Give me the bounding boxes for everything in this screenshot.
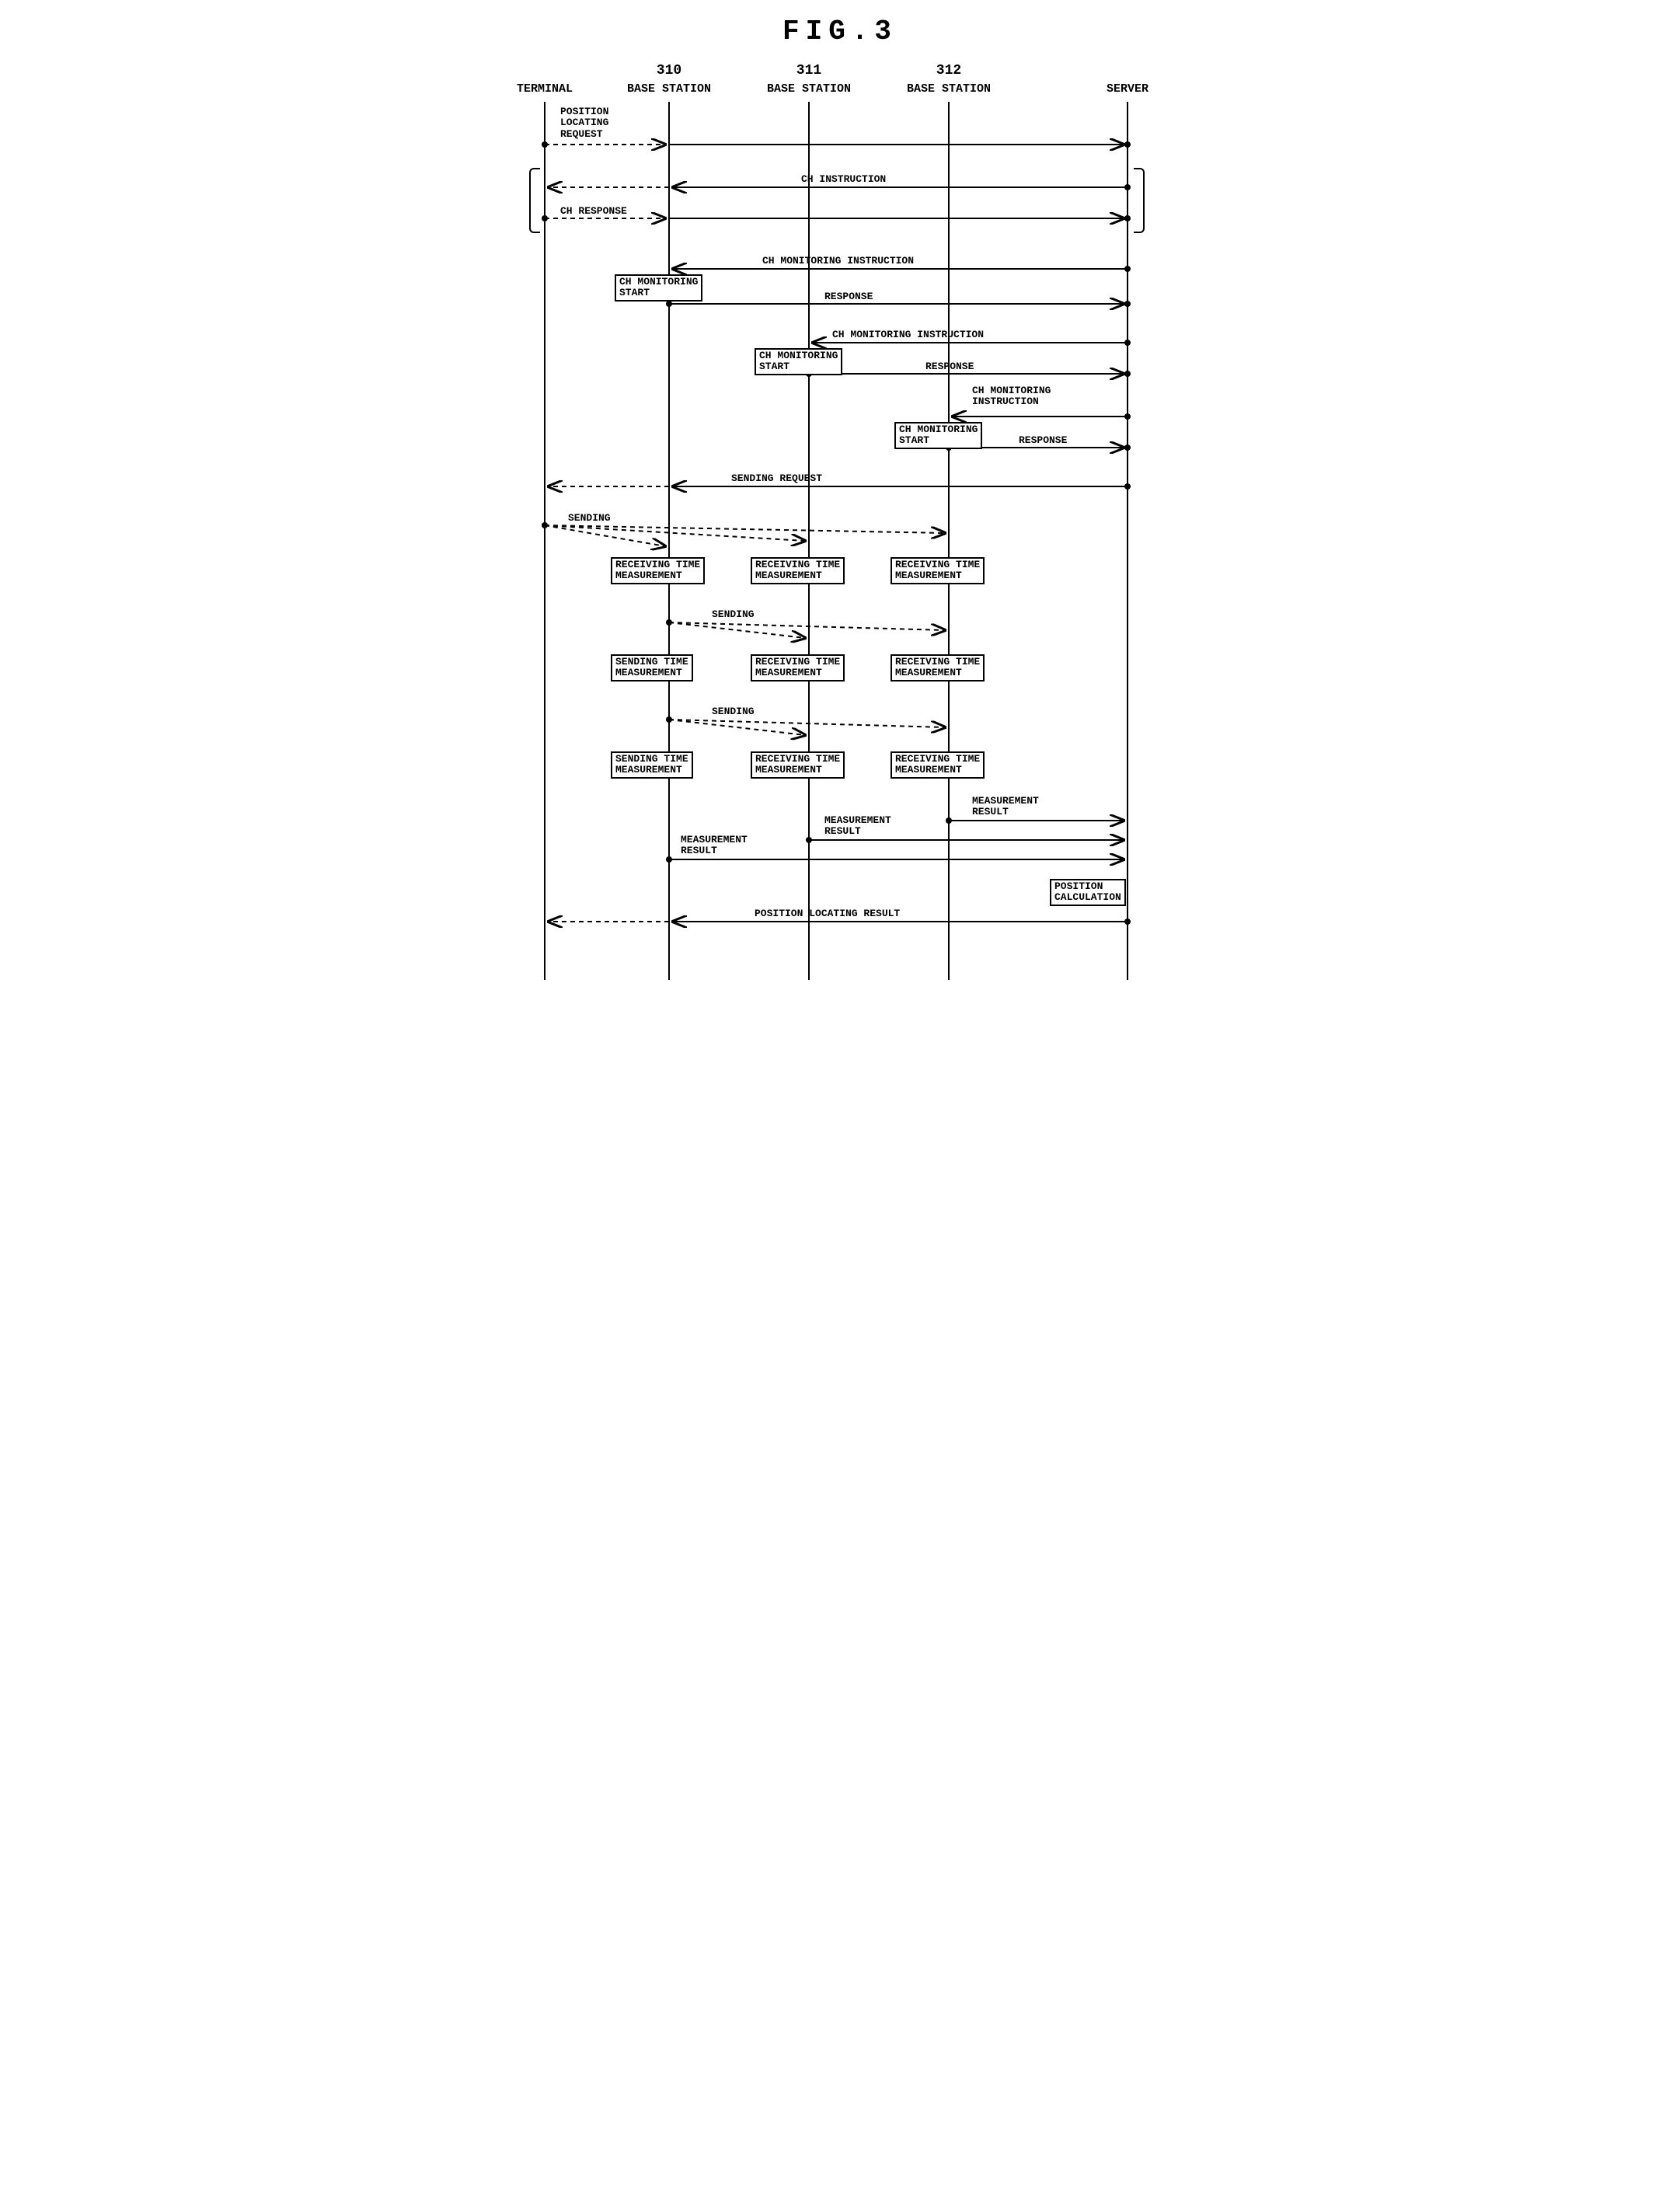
sending-request-label: SENDING REQUEST (731, 472, 822, 484)
pos-result-label: POSITION LOCATING RESULT (755, 908, 900, 919)
plr-label: POSITION LOCATING REQUEST (560, 106, 608, 140)
sending-1-label: SENDING (568, 512, 611, 524)
recv2-311-box: RECEIVING TIME MEASUREMENT (751, 654, 845, 681)
mon-instr-3-label: CH MONITORING INSTRUCTION (972, 385, 1051, 408)
dot (806, 837, 812, 843)
dot (1124, 918, 1131, 925)
dot (1124, 301, 1131, 307)
recv2-312-box: RECEIVING TIME MEASUREMENT (891, 654, 985, 681)
recv3-311-box: RECEIVING TIME MEASUREMENT (751, 751, 845, 779)
recv1-312-box: RECEIVING TIME MEASUREMENT (891, 557, 985, 584)
recv3-312-box: RECEIVING TIME MEASUREMENT (891, 751, 985, 779)
dot (1124, 215, 1131, 221)
dot (1124, 483, 1131, 490)
dot (666, 619, 672, 626)
recv1-311-box: RECEIVING TIME MEASUREMENT (751, 557, 845, 584)
dot (666, 301, 672, 307)
pos-calc-box: POSITION CALCULATION (1050, 879, 1126, 906)
ch-response-label: CH RESPONSE (560, 205, 627, 217)
dot (1124, 266, 1131, 272)
dot (666, 716, 672, 723)
dot (542, 141, 548, 148)
meas-result-1-label: MEASUREMENT RESULT (681, 835, 748, 857)
dot (1124, 444, 1131, 451)
sending-2-label: SENDING (712, 608, 755, 620)
meas-result-3-label: MEASUREMENT RESULT (972, 796, 1039, 818)
dot (1124, 141, 1131, 148)
mon-instr-2-label: CH MONITORING INSTRUCTION (832, 329, 984, 340)
send2-310-box: SENDING TIME MEASUREMENT (611, 654, 693, 681)
meas-result-2-label: MEASUREMENT RESULT (824, 815, 891, 838)
recv1-310-box: RECEIVING TIME MEASUREMENT (611, 557, 705, 584)
response-3-label: RESPONSE (1019, 434, 1067, 446)
dot (1124, 340, 1131, 346)
mon-start-2-box: CH MONITORING START (755, 348, 842, 375)
mon-start-3-box: CH MONITORING START (894, 422, 982, 449)
response-2-label: RESPONSE (925, 361, 974, 372)
dot (946, 817, 952, 824)
dot (666, 856, 672, 863)
ch-instruction-label: CH INSTRUCTION (801, 173, 886, 185)
dot (1124, 184, 1131, 190)
send3-310-box: SENDING TIME MEASUREMENT (611, 751, 693, 779)
figure-title: FIG.3 (490, 16, 1190, 47)
response-1-label: RESPONSE (824, 291, 873, 302)
sending-3-label: SENDING (712, 706, 755, 717)
sequence-diagram: 310 311 312 TERMINAL BASE STATION BASE S… (490, 63, 1190, 980)
mon-instr-1-label: CH MONITORING INSTRUCTION (762, 255, 914, 267)
dot (1124, 371, 1131, 377)
dot (542, 522, 548, 528)
mon-start-1-box: CH MONITORING START (615, 274, 702, 302)
dot (542, 215, 548, 221)
dot (1124, 413, 1131, 420)
